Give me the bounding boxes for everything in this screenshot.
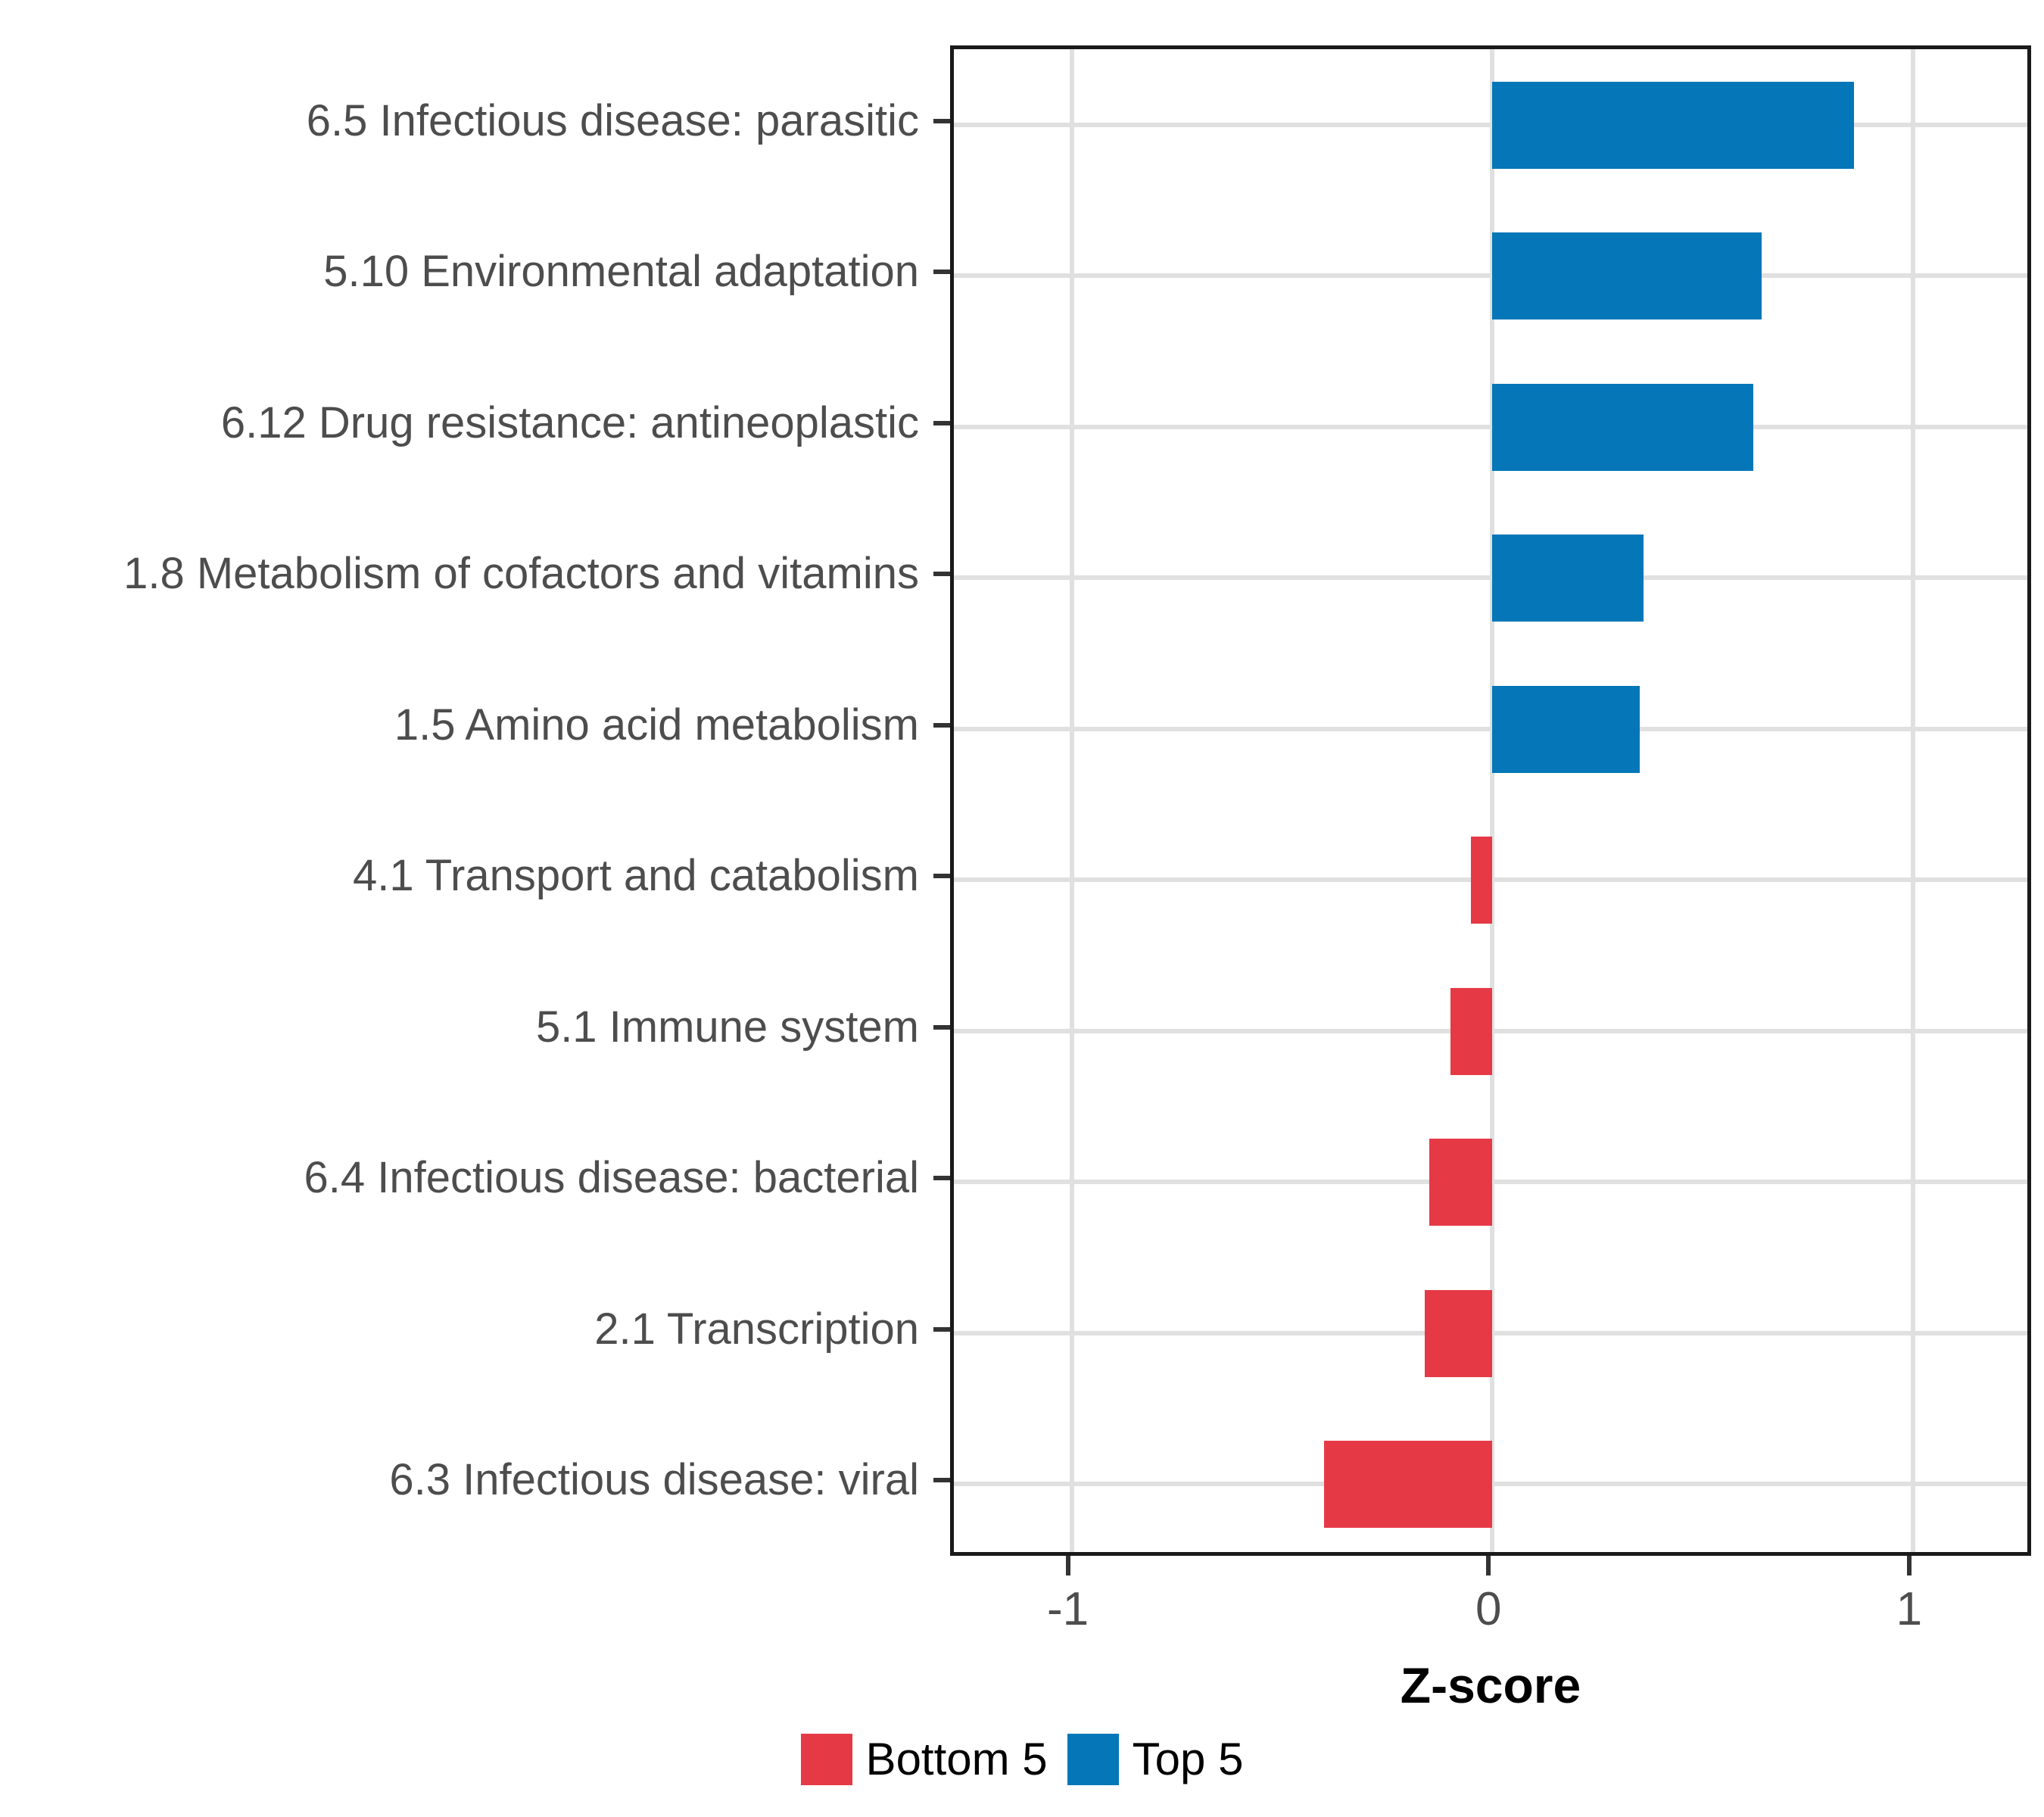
- y-axis-tick-label: 6.3 Infectious disease: viral: [389, 1455, 919, 1505]
- legend-item[interactable]: Top 5: [1067, 1734, 1244, 1785]
- bar: [1492, 232, 1762, 320]
- bar: [1450, 987, 1493, 1075]
- y-axis-tick-mark: [933, 1024, 950, 1030]
- y-axis-tick-mark: [933, 874, 950, 879]
- x-axis-tick-mark: [1906, 1556, 1912, 1575]
- bar: [1492, 685, 1640, 773]
- bar: [1429, 1139, 1493, 1226]
- y-axis-tick-label: 6.12 Drug resistance: antineoplastic: [220, 397, 919, 447]
- x-axis-tick-label: -1: [1047, 1583, 1089, 1635]
- y-axis-tick-label: 6.5 Infectious disease: parasitic: [306, 95, 919, 145]
- plot-panel: [950, 45, 2031, 1556]
- y-axis-tick-label: 1.8 Metabolism of cofactors and vitamins: [123, 549, 919, 599]
- chart-legend: Bottom 5 Top 5: [0, 1734, 2044, 1785]
- bar: [1323, 1441, 1493, 1529]
- gridline-vertical: [1490, 49, 1495, 1552]
- bar: [1492, 81, 1855, 169]
- legend-item[interactable]: Bottom 5: [800, 1734, 1048, 1785]
- y-axis-tick-mark: [933, 420, 950, 425]
- y-axis-tick-label: 1.5 Amino acid metabolism: [394, 700, 919, 750]
- x-axis-tick-mark: [1065, 1556, 1070, 1575]
- x-axis-tick-label: 1: [1896, 1583, 1923, 1635]
- legend-label: Bottom 5: [865, 1734, 1048, 1784]
- x-axis-tick-label: 0: [1475, 1583, 1502, 1635]
- y-axis-tick-label: 5.1 Immune system: [535, 1002, 919, 1052]
- y-axis-tick-mark: [933, 118, 950, 123]
- gridline-vertical: [1910, 49, 1915, 1552]
- legend-swatch-icon: [800, 1734, 852, 1785]
- bar: [1492, 535, 1644, 622]
- y-axis-tick-mark: [933, 1326, 950, 1332]
- x-axis-title: Z-score: [1400, 1657, 1581, 1713]
- y-axis-tick-mark: [933, 1478, 950, 1483]
- bar: [1425, 1289, 1493, 1377]
- y-axis-tick-mark: [933, 722, 950, 728]
- y-axis-tick-mark: [933, 270, 950, 275]
- y-axis-tick-label: 5.10 Environmental adaptation: [323, 247, 919, 297]
- legend-label: Top 5: [1132, 1734, 1244, 1784]
- gridline-vertical: [1069, 49, 1074, 1552]
- y-axis-tick-label: 4.1 Transport and catabolism: [353, 851, 919, 901]
- y-axis-tick-label: 2.1 Transcription: [594, 1304, 919, 1354]
- bar: [1471, 837, 1493, 924]
- bar: [1492, 383, 1753, 471]
- y-axis-tick-label: 6.4 Infectious disease: bacterial: [304, 1153, 919, 1203]
- y-axis-tick-mark: [933, 572, 950, 577]
- legend-swatch-icon: [1067, 1734, 1119, 1785]
- y-axis-tick-mark: [933, 1176, 950, 1181]
- x-axis-tick-mark: [1486, 1556, 1491, 1575]
- y-axis-labels: 6.5 Infectious disease: parasitic 5.10 En…: [0, 45, 950, 1556]
